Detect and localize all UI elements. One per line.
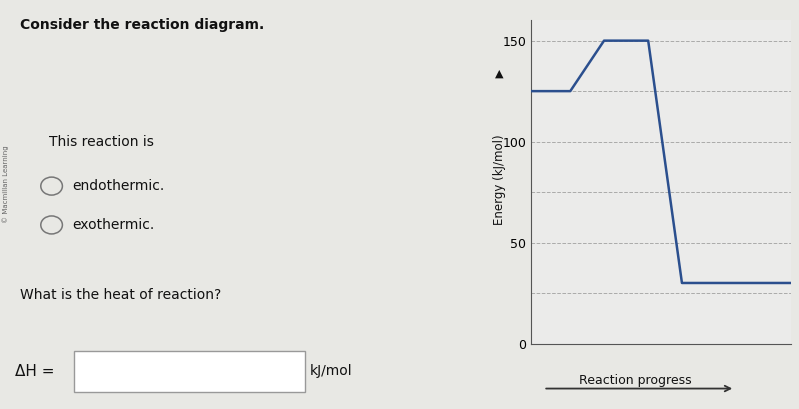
Text: ▲: ▲	[495, 69, 503, 79]
FancyBboxPatch shape	[74, 351, 304, 392]
Text: Energy (kJ/mol): Energy (kJ/mol)	[493, 135, 506, 225]
Text: © Macmillan Learning: © Macmillan Learning	[2, 145, 10, 223]
Text: Reaction progress: Reaction progress	[579, 374, 691, 387]
Text: kJ/mol: kJ/mol	[309, 364, 352, 378]
Text: endothermic.: endothermic.	[72, 179, 165, 193]
Text: ΔH =: ΔH =	[14, 364, 54, 379]
Text: exothermic.: exothermic.	[72, 218, 154, 232]
Text: This reaction is: This reaction is	[50, 135, 154, 149]
Text: Consider the reaction diagram.: Consider the reaction diagram.	[20, 18, 264, 32]
Text: What is the heat of reaction?: What is the heat of reaction?	[20, 288, 221, 302]
